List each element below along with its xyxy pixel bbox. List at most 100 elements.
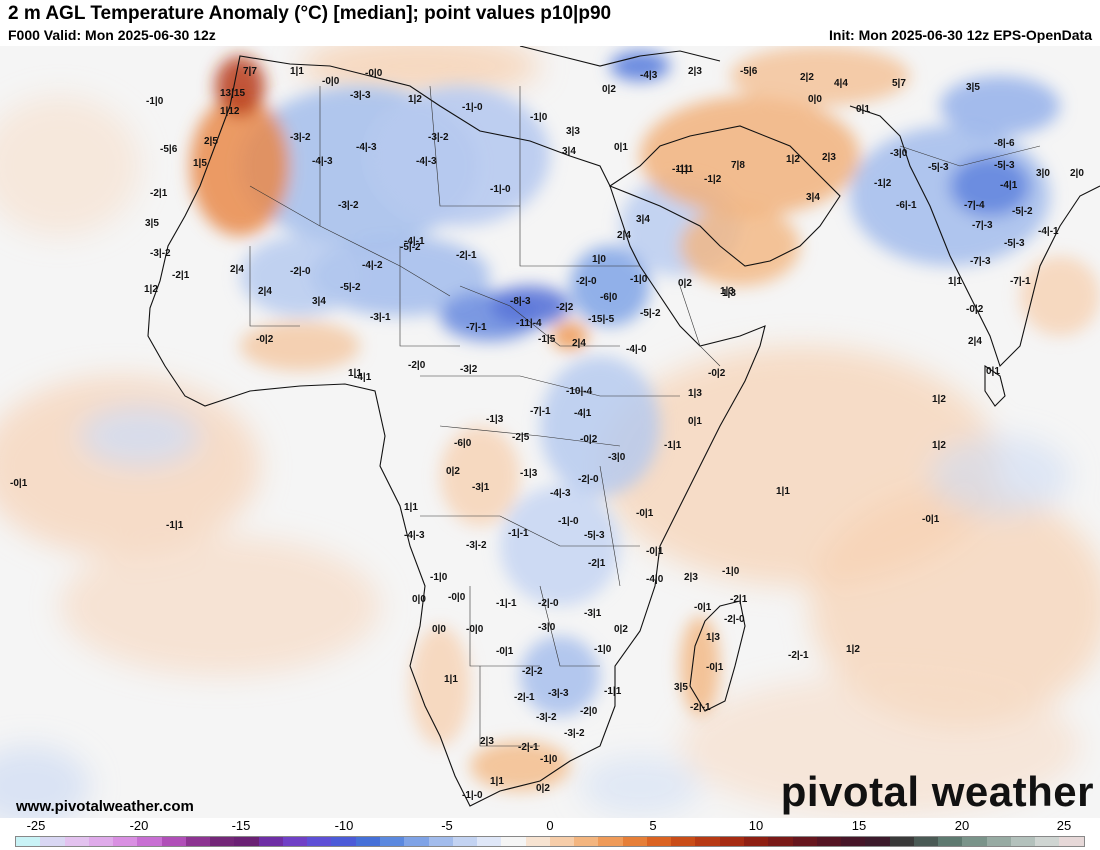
point-value: -2|5 (512, 432, 530, 443)
point-value: -1|1 (676, 164, 694, 175)
point-value: 2|0 (1070, 168, 1084, 179)
anomaly-map[interactable]: -3|-2 -4|-3 -4|-3 -3|-3 -1|-0 -1|0 3|3 0… (0, 46, 1100, 818)
point-value: -7|-3 (970, 256, 991, 267)
point-value: 3|4 (636, 214, 650, 225)
point-value: -2|-1 (518, 742, 539, 753)
point-value: -0|1 (496, 646, 514, 657)
point-value: -5|-2 (340, 282, 361, 293)
point-value: -0|1 (694, 602, 712, 613)
point-value: 3|3 (566, 126, 580, 137)
brand-logo: pivotal weather (780, 768, 1094, 815)
colorbar (15, 836, 1085, 847)
colorbar-tick: 0 (546, 818, 554, 833)
colorbar-swatch (40, 837, 65, 846)
point-value: -2|-1 (690, 702, 711, 713)
point-value: 1|12 (220, 106, 240, 117)
point-value: -4|-3 (356, 142, 377, 153)
point-value: -3|-1 (370, 312, 391, 323)
point-value: -2|1 (172, 270, 190, 281)
point-value: 1|1 (948, 276, 962, 287)
point-value: -3|0 (890, 148, 908, 159)
point-value: -3|-2 (466, 540, 487, 551)
point-value: -7|-1 (466, 322, 487, 333)
point-value: -1|0 (722, 566, 740, 577)
map-canvas: -3|-2 -4|-3 -4|-3 -3|-3 -1|-0 -1|0 3|3 0… (0, 46, 1100, 818)
colorbar-swatch (113, 837, 138, 846)
colorbar-swatch (1010, 837, 1036, 846)
point-value: 3|5 (145, 218, 159, 229)
website-link[interactable]: www.pivotalweather.com (16, 798, 194, 815)
colorbar-tick: -20 (129, 818, 149, 833)
point-value: -0|0 (365, 68, 383, 79)
point-value: -2|-1 (514, 692, 535, 703)
point-value: -3|-3 (350, 90, 371, 101)
point-value: -1|-0 (558, 516, 579, 527)
point-value: -7|-1 (1010, 276, 1031, 287)
colorbar-swatch (768, 837, 793, 846)
point-value: -3|-3 (548, 688, 569, 699)
colorbar-swatch (695, 837, 720, 846)
colorbar-swatch (1035, 837, 1060, 846)
point-value: -5|-2 (1012, 206, 1033, 217)
point-value: 1|2 (846, 644, 860, 655)
point-value: 1|5 (193, 158, 207, 169)
point-value: 1|1 (404, 502, 418, 513)
colorbar-swatch (355, 837, 380, 846)
country-borders (249, 85, 1041, 747)
point-value: -4|1 (1000, 180, 1018, 191)
colorbar-swatch (88, 837, 114, 846)
point-value: -0|0 (466, 624, 484, 635)
point-value: 2|5 (204, 136, 218, 147)
colorbar-swatch (404, 837, 429, 846)
point-value: -4|1 (354, 372, 372, 383)
point-value: 2|4 (258, 286, 272, 297)
colorbar-tick: 25 (1056, 818, 1072, 833)
point-value: -2|1 (588, 558, 606, 569)
mediterranean-coast (519, 46, 721, 67)
point-value: -3|2 (460, 364, 478, 375)
point-value: -0|1 (922, 514, 940, 525)
point-value: 0|1 (856, 104, 870, 115)
colorbar-swatch (161, 837, 186, 846)
point-value: -0|2 (966, 304, 984, 315)
colorbar-tick: -15 (231, 818, 251, 833)
point-value: -5|-2 (400, 242, 421, 253)
point-value: -1|1 (672, 164, 690, 175)
point-value: 0|2 (602, 84, 616, 95)
colorbar-tick: -25 (26, 818, 46, 833)
point-value: 1|1 (444, 674, 458, 685)
point-value: -0|2 (580, 434, 598, 445)
colorbar-swatch (792, 837, 817, 846)
point-value: -8|-6 (994, 138, 1015, 149)
colorbar-swatch (549, 837, 575, 846)
point-value: -3|1 (472, 482, 490, 493)
point-value: 1|3 (722, 288, 736, 299)
point-value: 1|1 (348, 368, 362, 379)
colorbar-swatch (234, 837, 259, 846)
point-value: -4|-3 (312, 156, 333, 167)
point-value: -1|1 (664, 440, 682, 451)
arabia-coastline (608, 125, 841, 267)
point-value: -3|-2 (290, 132, 311, 143)
point-value: 2|4 (968, 336, 982, 347)
colorbar-swatch (962, 837, 987, 846)
point-value: 1|3 (720, 286, 734, 297)
point-value: 2|3 (684, 572, 698, 583)
point-value: -1|3 (486, 414, 504, 425)
point-value: 1|1 (776, 486, 790, 497)
point-value: -3|0 (538, 622, 556, 633)
point-value: -3|-2 (536, 712, 557, 723)
point-value: -5|-3 (1004, 238, 1025, 249)
point-values: -3|-2 -4|-3 -4|-3 -3|-3 -1|-0 -1|0 3|3 0… (10, 66, 1084, 801)
point-value: -4|-3 (550, 488, 571, 499)
point-value: 3|4 (806, 192, 820, 203)
point-value: -6|0 (454, 438, 472, 449)
point-value: -1|0 (630, 274, 648, 285)
point-value: -3|-2 (150, 248, 171, 259)
colorbar-swatch (671, 837, 696, 846)
colorbar-swatch (574, 837, 599, 846)
africa-coastline (147, 55, 766, 807)
point-value: -1|0 (430, 572, 448, 583)
point-value: 1|2 (408, 94, 422, 105)
colorbar-swatch (16, 837, 41, 846)
